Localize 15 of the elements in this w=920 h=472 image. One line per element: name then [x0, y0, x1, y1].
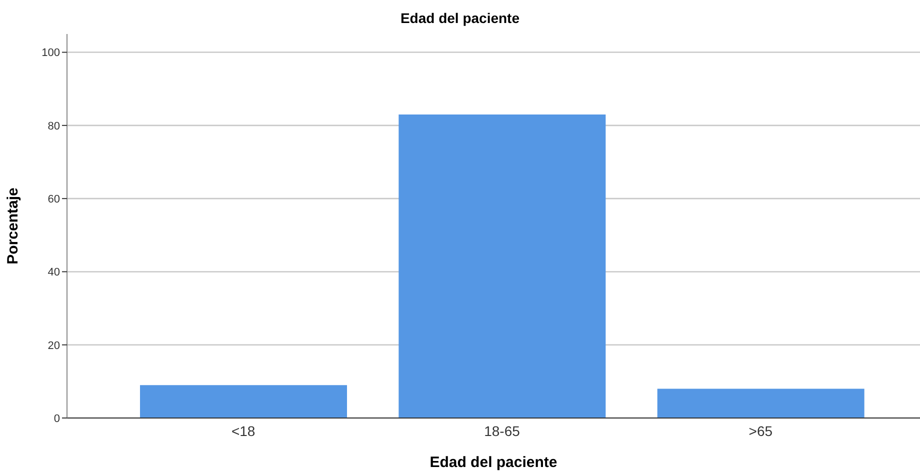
- y-tick-label: 20: [48, 340, 60, 352]
- y-axis-title: Porcentaje: [4, 188, 22, 264]
- y-tick-label: 80: [48, 120, 60, 132]
- y-tick-label: 100: [42, 47, 60, 60]
- x-tick-label: <18: [231, 422, 256, 439]
- x-tick-label: 18-65: [484, 422, 520, 439]
- y-tick-label: 60: [48, 193, 60, 206]
- chart-title: Edad del paciente: [399, 10, 521, 26]
- bar: [140, 385, 347, 418]
- y-tick-label: 0: [54, 412, 60, 425]
- x-axis-title: Edad del paciente: [430, 454, 558, 471]
- x-tick-label: >65: [748, 422, 773, 439]
- bar: [657, 388, 864, 418]
- bar: [398, 114, 606, 418]
- y-tick-label: 40: [48, 266, 60, 279]
